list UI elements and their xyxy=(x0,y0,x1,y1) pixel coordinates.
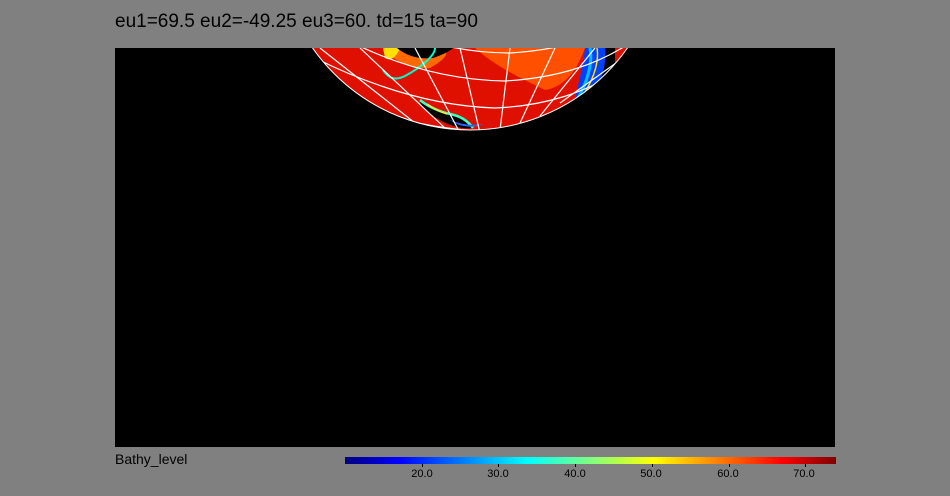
globe-limb xyxy=(312,48,628,131)
colorbar-tick-mark xyxy=(728,464,730,467)
colorbar-tick-labels: 20.0 30.0 40.0 50.0 60.0 70.0 xyxy=(345,468,836,482)
colorbar-tick-label: 70.0 xyxy=(793,468,815,480)
colorbar-tick-label: 50.0 xyxy=(640,468,662,480)
shelf-yellow-left xyxy=(383,48,400,60)
colorbar-tick-mark xyxy=(651,464,653,467)
orange-band-center xyxy=(475,48,585,90)
colorbar-tick-label: 30.0 xyxy=(487,468,509,480)
colorbar-tick-label: 60.0 xyxy=(717,468,739,480)
colorbar-tick-mark xyxy=(805,464,807,467)
globe-map xyxy=(278,48,662,131)
coast-shelf-left xyxy=(382,48,436,80)
shelf-yellow-south xyxy=(426,103,448,115)
colorbar-tick-mark xyxy=(421,464,423,467)
colorbar-tick-label: 40.0 xyxy=(564,468,586,480)
colorbar-tick-mark xyxy=(498,464,500,467)
colorbar-tick-label: 20.0 xyxy=(411,468,433,480)
deep-blue-patch xyxy=(450,120,483,127)
globe-disc xyxy=(278,48,662,130)
colorbar xyxy=(345,457,836,464)
colorbar-gradient xyxy=(345,457,836,464)
land-mass-left xyxy=(397,48,453,59)
plot-title: eu1=69.5 eu2=-49.25 eu3=60. td=15 ta=90 xyxy=(115,11,478,32)
colorbar-tick-mark xyxy=(575,464,577,467)
map-panel xyxy=(115,48,835,447)
colorbar-variable-label: Bathy_level xyxy=(115,451,188,467)
